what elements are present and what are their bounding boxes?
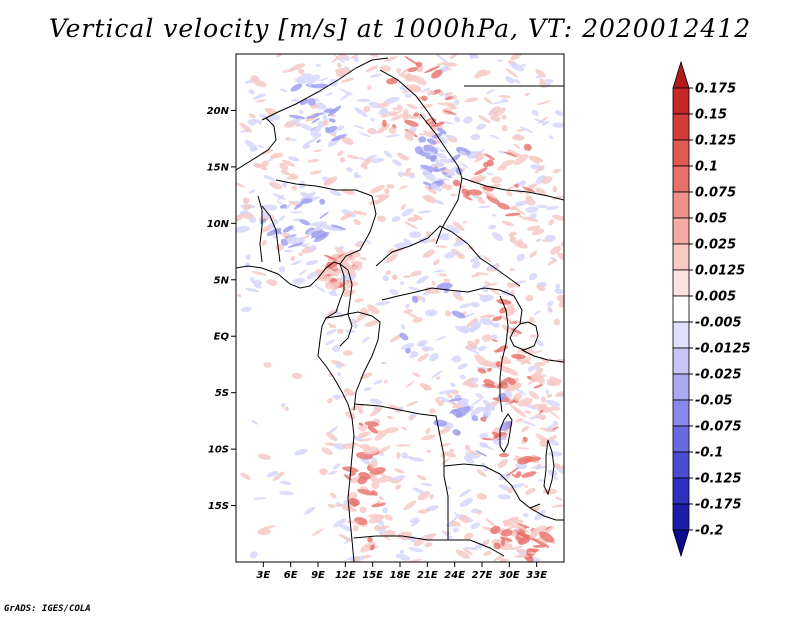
colorbar-label: 0.15 bbox=[695, 108, 727, 123]
lat-tick-label: 15S bbox=[208, 501, 229, 512]
lon-tick-label: 6E bbox=[284, 570, 298, 581]
lat-tick-label: 15N bbox=[207, 162, 230, 173]
colorbar-segment bbox=[672, 321, 690, 349]
lat-tick-label: 5S bbox=[215, 388, 229, 399]
colorbar-segment bbox=[672, 399, 690, 427]
border-niger-mali bbox=[236, 117, 277, 171]
colorbar-label: -0.025 bbox=[695, 368, 742, 383]
border-angola bbox=[353, 403, 449, 540]
border-nigeria-niger bbox=[275, 179, 373, 197]
border-west-coast-states bbox=[261, 205, 281, 263]
lon-tick-label: 9E bbox=[311, 570, 325, 581]
colorbar-segment bbox=[672, 243, 690, 271]
lon-tick-label: 24E bbox=[444, 570, 465, 581]
colorbar-label: 0.025 bbox=[695, 238, 736, 253]
colorbar-segment bbox=[672, 87, 690, 115]
border-east-rift bbox=[499, 295, 509, 413]
colorbar-segment bbox=[672, 165, 690, 193]
colorbar-label: 0.005 bbox=[695, 290, 736, 305]
border-lake-malawi bbox=[543, 439, 555, 496]
colorbar-segment bbox=[672, 217, 690, 245]
colorbar-segment bbox=[672, 295, 690, 323]
lon-tick-label: 15E bbox=[362, 570, 383, 581]
colorbar-label: -0.0125 bbox=[695, 342, 751, 357]
border-cameroon bbox=[339, 263, 353, 315]
colorbar-segment bbox=[672, 529, 690, 558]
latitude-axis: 20N 15N 10N 5N EQ 5S 10S 15S bbox=[207, 106, 236, 512]
country-borders bbox=[236, 57, 564, 562]
colorbar-label: 0.175 bbox=[695, 82, 736, 97]
lon-tick-label: 3E bbox=[256, 570, 270, 581]
grads-credit: GrADS: IGES/COLA bbox=[4, 604, 91, 614]
colorbar-segment bbox=[672, 113, 690, 141]
colorbar-segment bbox=[672, 503, 690, 531]
colorbar-label: 0.05 bbox=[695, 212, 727, 227]
colorbar-segment bbox=[672, 477, 690, 505]
lon-tick-label: 33E bbox=[526, 570, 547, 581]
velocity-field bbox=[236, 54, 564, 562]
lat-tick-label: EQ bbox=[214, 332, 230, 343]
colorbar-label: -0.125 bbox=[695, 472, 742, 487]
border-tanzania bbox=[521, 349, 564, 363]
colorbar-label: -0.175 bbox=[695, 498, 742, 513]
border-south bbox=[353, 535, 505, 557]
colorbar-segment bbox=[672, 373, 690, 401]
border-lake-victoria bbox=[509, 321, 539, 351]
lat-tick-label: 20N bbox=[207, 106, 230, 117]
border-gabon-congo bbox=[325, 313, 353, 347]
lon-tick-label: 12E bbox=[335, 570, 356, 581]
lon-tick-label: 18E bbox=[390, 570, 411, 581]
colorbar-label: 0.0125 bbox=[695, 264, 745, 279]
colorbar-label: -0.075 bbox=[695, 420, 742, 435]
border-mozambique bbox=[529, 507, 564, 521]
colorbar-label: 0.075 bbox=[695, 186, 736, 201]
colorbar-segment bbox=[672, 425, 690, 453]
border-zambia bbox=[443, 463, 541, 509]
lat-tick-label: 10N bbox=[207, 219, 230, 230]
colorbar: 0.175 0.15 0.125 0.1 0.075 0.05 0.025 0.0125 0.0… bbox=[672, 60, 751, 558]
border-ghana-togo bbox=[257, 195, 263, 263]
colorbar-segment bbox=[672, 269, 690, 297]
lat-tick-label: 5N bbox=[214, 275, 230, 286]
lon-tick-label: 21E bbox=[417, 570, 438, 581]
colorbar-label: 0.1 bbox=[695, 160, 718, 175]
colorbar-segment bbox=[672, 347, 690, 375]
colorbar-label: 0.125 bbox=[695, 134, 736, 149]
colorbar-label: -0.1 bbox=[695, 446, 723, 461]
border-drc-north bbox=[381, 287, 523, 325]
chart-title: Vertical velocity [m/s] at 1000hPa, VT: … bbox=[48, 14, 752, 43]
colorbar-label: -0.05 bbox=[695, 394, 732, 409]
colorbar-segment bbox=[672, 60, 690, 89]
colorbar-label: -0.2 bbox=[695, 524, 723, 539]
lat-tick-label: 10S bbox=[208, 445, 229, 456]
colorbar-segment bbox=[672, 139, 690, 167]
border-sahara-north bbox=[261, 57, 389, 121]
lon-tick-label: 27E bbox=[472, 570, 493, 581]
colorbar-segment bbox=[672, 451, 690, 479]
border-central bbox=[339, 195, 377, 265]
lon-tick-label: 30E bbox=[499, 570, 520, 581]
colorbar-segment bbox=[672, 191, 690, 219]
border-rift-lake bbox=[499, 413, 513, 453]
longitude-axis: 3E 6E 9E 12E 15E 18E 21E 24E 27E 30E 33E bbox=[256, 562, 547, 581]
border-car bbox=[375, 225, 521, 287]
border-libya-sudan bbox=[379, 69, 437, 125]
colorbar-label: -0.005 bbox=[695, 316, 742, 331]
border-drc-west bbox=[347, 311, 381, 411]
border-sudan-south bbox=[461, 177, 564, 201]
